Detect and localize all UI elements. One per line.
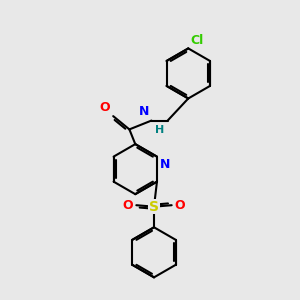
Text: Cl: Cl	[190, 34, 204, 47]
Text: O: O	[123, 199, 134, 212]
Text: N: N	[160, 158, 170, 171]
Text: O: O	[100, 101, 110, 114]
Text: N: N	[139, 105, 149, 118]
Text: H: H	[155, 125, 164, 135]
Text: O: O	[175, 199, 185, 212]
Text: S: S	[149, 200, 159, 214]
